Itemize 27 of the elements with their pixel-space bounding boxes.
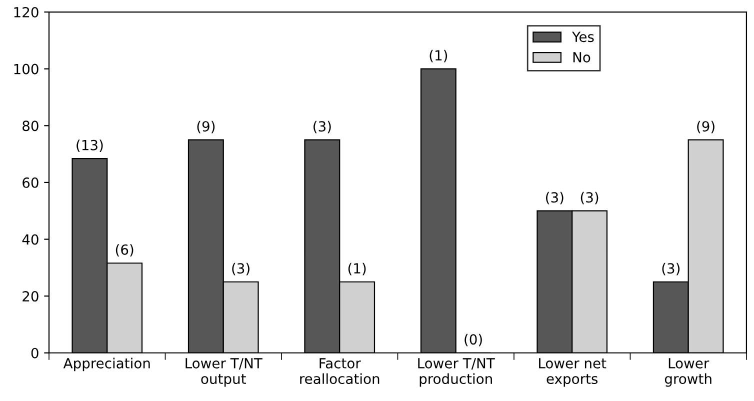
- x-tick-label: Lower growth: [664, 358, 712, 387]
- annotation: (9): [197, 120, 215, 134]
- annotation: (0): [464, 334, 482, 346]
- y-tick-label: 120: [14, 7, 38, 18]
- annotation: (13): [76, 140, 103, 152]
- annotation: (1): [430, 50, 448, 62]
- x-tick-label: Factor reallocation: [300, 358, 380, 384]
- y-tick-label: 60: [22, 177, 38, 188]
- annotation: (3): [546, 192, 564, 204]
- x-tick-label: Appreciation: [63, 358, 150, 372]
- annotation: (1): [348, 262, 366, 276]
- y-tick-label: 40: [22, 234, 38, 245]
- y-tick-label: 80: [22, 120, 38, 132]
- x-tick-label: Lower T/NT production: [418, 358, 495, 387]
- annotation: (3): [580, 192, 598, 204]
- y-tick-label: 20: [22, 291, 38, 302]
- annotation: (3): [232, 262, 250, 276]
- annotation: (3): [662, 262, 680, 276]
- annotation: (9): [697, 120, 714, 134]
- x-tick-label: Lower T/NT output: [186, 358, 262, 387]
- annotation: (3): [314, 120, 331, 134]
- annotation: (6): [116, 244, 134, 257]
- y-tick-label: 100: [14, 64, 38, 74]
- legend-label: No: [573, 52, 590, 62]
- legend-label: Yes: [572, 32, 594, 42]
- y-tick-label: 0: [31, 348, 38, 358]
- x-tick-label: Lower net exports: [539, 358, 606, 387]
